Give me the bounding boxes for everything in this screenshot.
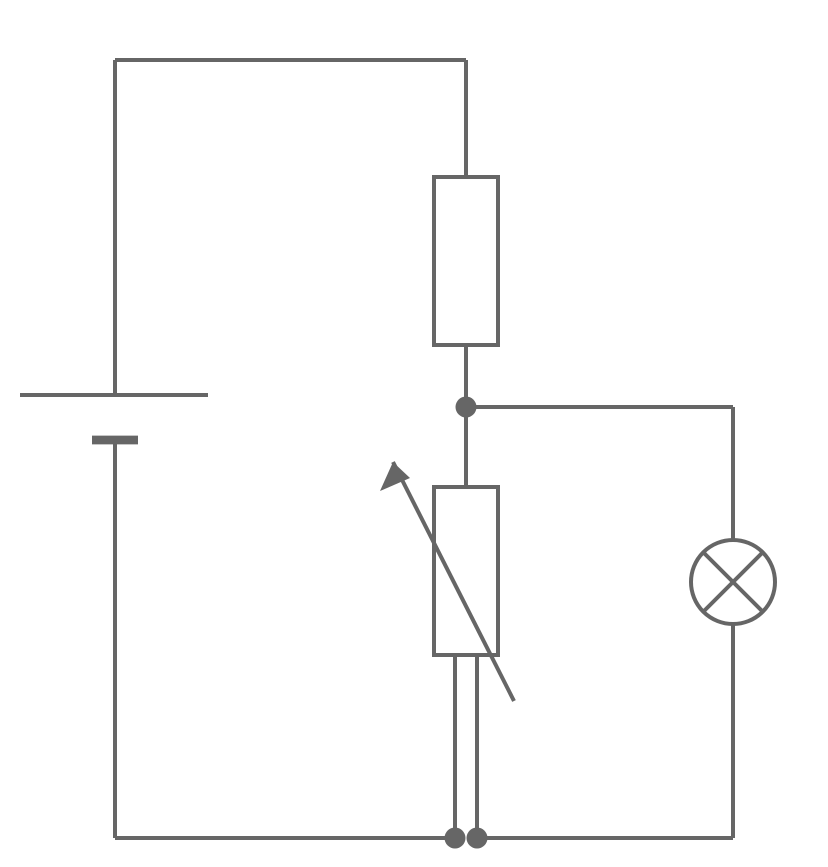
node-junction-bottom-left <box>445 828 466 849</box>
circuit-diagram <box>0 0 828 867</box>
node-junction-top <box>456 397 477 418</box>
node-junction-bottom-right <box>467 828 488 849</box>
fixed-resistor <box>434 177 498 345</box>
variable-resistor <box>434 487 498 655</box>
